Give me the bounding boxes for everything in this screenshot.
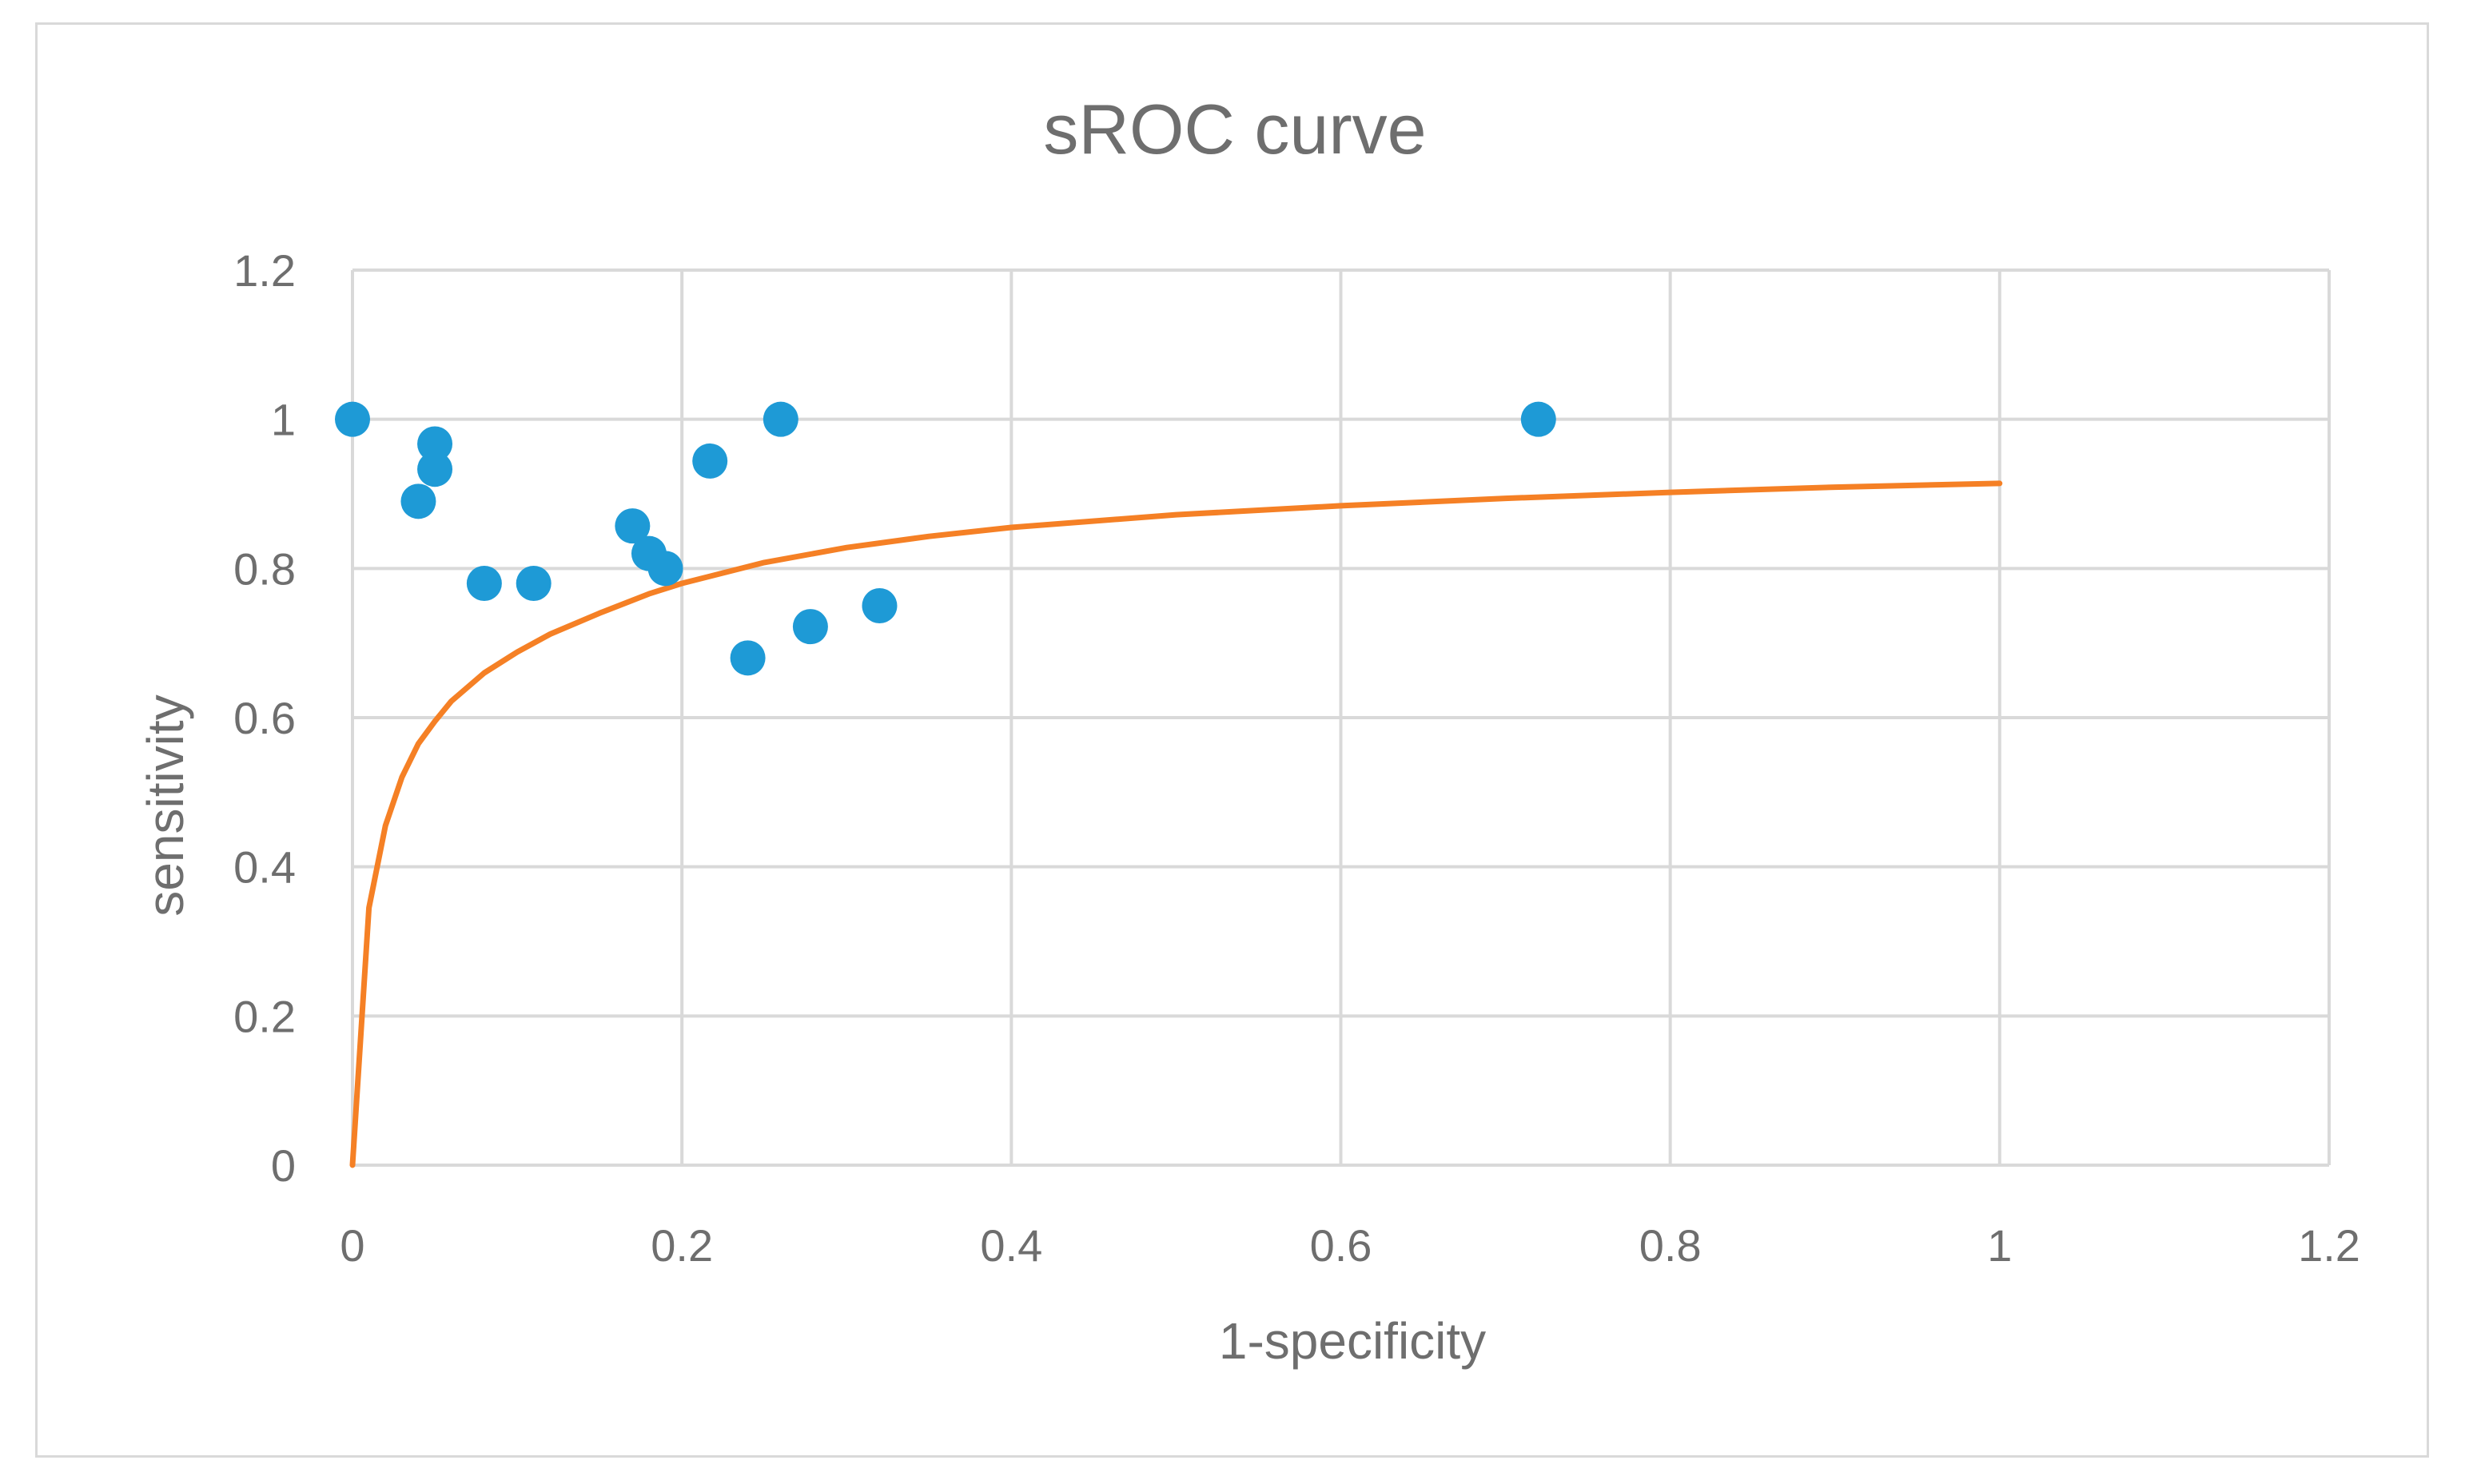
x-tick-label: 0.6 [1310, 1220, 1372, 1271]
study-point [615, 508, 651, 544]
y-tick-label: 1 [271, 395, 296, 445]
y-tick-label: 0.8 [233, 543, 296, 594]
study-point [335, 401, 370, 437]
study-point [730, 640, 766, 676]
study-point [763, 401, 798, 437]
x-tick-labels: 0 0.2 0.4 0.6 0.8 1 1.2 [340, 1220, 2360, 1271]
y-axis-label: sensitivity [137, 694, 194, 916]
sroc-curve-line [349, 480, 2003, 1168]
y-tick-labels: 0 0.2 0.4 0.6 0.8 1 1.2 [233, 245, 296, 1191]
study-points [335, 401, 1556, 676]
y-tick-label: 0 [271, 1140, 296, 1191]
study-point [417, 452, 453, 487]
y-tick-label: 0.4 [233, 842, 296, 893]
x-tick-label: 1.2 [2298, 1220, 2360, 1271]
study-point [417, 426, 453, 462]
study-point [516, 566, 552, 601]
study-point [862, 588, 898, 623]
grid [351, 269, 2331, 1167]
chart-title: sROC curve [1043, 90, 1426, 169]
chart-frame [35, 22, 2429, 1458]
x-axis-label: 1-specificity [1219, 1312, 1486, 1370]
y-tick-label: 1.2 [233, 245, 296, 296]
x-tick-label: 0.8 [1639, 1220, 1702, 1271]
study-point [792, 609, 828, 645]
y-tick-label: 0.6 [233, 693, 296, 743]
study-point [1520, 401, 1556, 437]
study-point [466, 566, 502, 601]
x-tick-label: 1 [1987, 1220, 2012, 1271]
x-tick-label: 0 [340, 1220, 364, 1271]
study-point [647, 551, 683, 587]
study-point [400, 483, 436, 519]
x-tick-label: 0.4 [980, 1220, 1042, 1271]
study-point [692, 443, 728, 479]
y-tick-label: 0.2 [233, 991, 296, 1041]
x-tick-label: 0.2 [651, 1220, 713, 1271]
